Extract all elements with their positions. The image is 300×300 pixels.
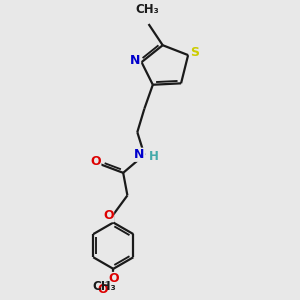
Text: S: S — [190, 46, 199, 59]
Text: CH₃: CH₃ — [92, 280, 116, 293]
Text: O: O — [108, 272, 119, 286]
Text: CH₃: CH₃ — [135, 3, 159, 16]
Text: O: O — [97, 283, 108, 296]
Text: H: H — [149, 150, 159, 163]
Text: N: N — [130, 54, 140, 67]
Text: O: O — [103, 209, 113, 222]
Text: N: N — [134, 148, 145, 161]
Text: O: O — [90, 155, 101, 168]
